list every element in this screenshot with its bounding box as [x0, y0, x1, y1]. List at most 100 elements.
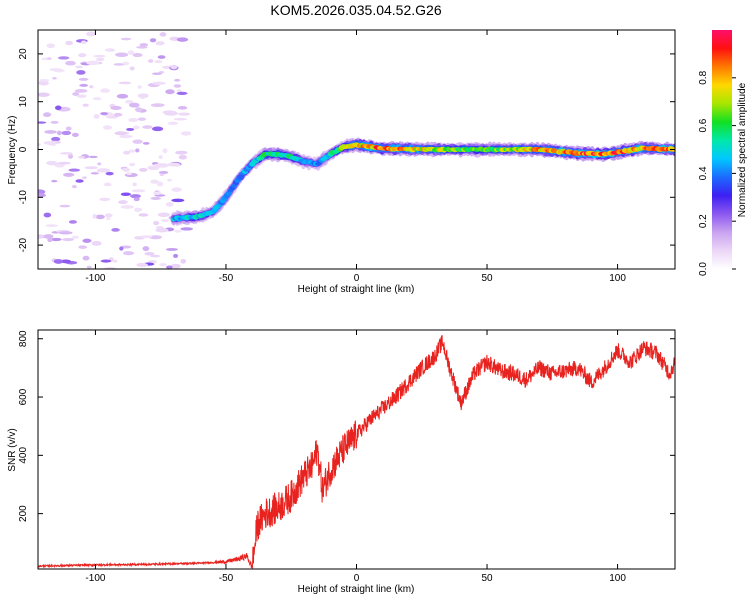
- noise-blob: [62, 237, 75, 242]
- noise-blob: [72, 235, 79, 239]
- noise-blob: [119, 134, 133, 139]
- noise-blob: [92, 214, 97, 219]
- noise-blob: [137, 93, 149, 99]
- noise-blob: [115, 52, 129, 58]
- noise-blob: [129, 66, 135, 71]
- y-tick-label: 0: [18, 146, 29, 152]
- noise-blob: [136, 262, 148, 267]
- noise-blob: [155, 228, 169, 233]
- noise-blob: [180, 131, 192, 136]
- noise-blob: [68, 168, 81, 172]
- noise-blob: [82, 176, 87, 179]
- noise-blob: [165, 202, 174, 207]
- noise-blob: [78, 245, 88, 249]
- noise-blob: [89, 85, 94, 89]
- noise-blob: [178, 154, 187, 160]
- noise-blob: [150, 196, 162, 201]
- noise-blob: [74, 89, 88, 93]
- colorbar-tick-label: 0.4: [698, 166, 709, 180]
- noise-blob: [170, 263, 181, 269]
- noise-blob: [157, 55, 166, 59]
- noise-blob: [159, 32, 167, 37]
- snr-line: [38, 335, 675, 569]
- noise-blob: [129, 102, 140, 108]
- noise-blob: [38, 121, 47, 124]
- noise-blob: [82, 255, 90, 261]
- noise-blob: [156, 181, 164, 187]
- noise-blob: [95, 214, 105, 220]
- noise-blob: [99, 197, 111, 202]
- noise-blob: [170, 64, 178, 70]
- noise-blob: [149, 38, 157, 43]
- colorbar-tick-label: 0.6: [698, 118, 709, 132]
- noise-blob: [86, 31, 96, 37]
- noise-blob: [104, 48, 116, 52]
- noise-blob: [51, 179, 58, 183]
- noise-blob: [65, 126, 72, 131]
- y-tick-label: 20: [18, 48, 29, 60]
- top-y-label: Frequency (Hz): [7, 116, 18, 185]
- noise-blob: [130, 194, 141, 199]
- noise-blob: [86, 265, 92, 269]
- noise-blob: [158, 170, 169, 175]
- y-tick-label: 800: [18, 330, 29, 347]
- colorbar-tick-label: 0.0: [698, 262, 709, 276]
- noise-blob: [71, 132, 79, 138]
- noise-blob: [58, 231, 73, 235]
- top-x-axis: -100 -50 0 50 100: [85, 30, 626, 284]
- x-tick-label: 50: [481, 573, 493, 584]
- noise-blob: [97, 162, 102, 166]
- noise-blob: [140, 235, 153, 239]
- noise-blob: [51, 136, 61, 142]
- ridge-cell: [238, 174, 245, 178]
- snr-panel: -100 -50 0 50 100 200 400 600 800 Height of str…: [7, 329, 676, 595]
- noise-blob: [142, 125, 153, 129]
- noise-blob: [43, 112, 52, 118]
- noise-blob: [122, 251, 135, 256]
- noise-blob: [100, 88, 111, 93]
- noise-blob: [100, 112, 108, 116]
- noise-blob: [173, 117, 188, 121]
- noise-blob: [88, 155, 98, 159]
- top-y-axis: -20 -10 0 10 20: [18, 48, 675, 252]
- noise-blob: [176, 37, 189, 42]
- noise-blob: [44, 130, 57, 134]
- noise-blob: [118, 81, 132, 85]
- noise-blob: [138, 213, 149, 217]
- noise-blob: [43, 234, 54, 239]
- noise-blob: [159, 263, 167, 267]
- noise-blob: [113, 63, 125, 66]
- noise-blob: [159, 173, 165, 177]
- x-tick-label: -100: [85, 573, 105, 584]
- noise-blob: [43, 141, 57, 145]
- noise-blob: [151, 81, 166, 85]
- noise-blob: [167, 121, 179, 126]
- noise-blob: [93, 54, 106, 58]
- noise-blob: [177, 89, 182, 92]
- noise-blob: [91, 240, 102, 246]
- noise-blob: [106, 217, 111, 220]
- noise-blob: [176, 91, 188, 96]
- noise-blob: [118, 200, 128, 205]
- figure-title: KOM5.2026.035.04.52.G26: [270, 2, 441, 18]
- noise-blob: [138, 167, 148, 172]
- top-x-label: Height of straight line (km): [298, 284, 415, 295]
- noise-blob: [104, 213, 113, 218]
- noise-blob: [134, 207, 141, 213]
- noise-blob: [110, 105, 122, 111]
- noise-blob: [144, 252, 155, 256]
- noise-blob: [58, 56, 70, 60]
- noise-blob: [57, 161, 71, 165]
- noise-blob: [158, 155, 163, 159]
- colorbar-ticks: 0.0 0.2 0.4 0.6 0.8: [698, 70, 736, 276]
- noise-blob: [174, 78, 181, 82]
- noise-blob: [86, 60, 100, 65]
- noise-blob: [127, 50, 135, 55]
- noise-blob: [136, 45, 148, 49]
- noise-blob: [165, 89, 175, 95]
- noise-blob: [149, 235, 162, 240]
- noise-blob: [180, 227, 194, 231]
- noise-blob: [148, 260, 157, 264]
- noise-blob: [59, 204, 71, 208]
